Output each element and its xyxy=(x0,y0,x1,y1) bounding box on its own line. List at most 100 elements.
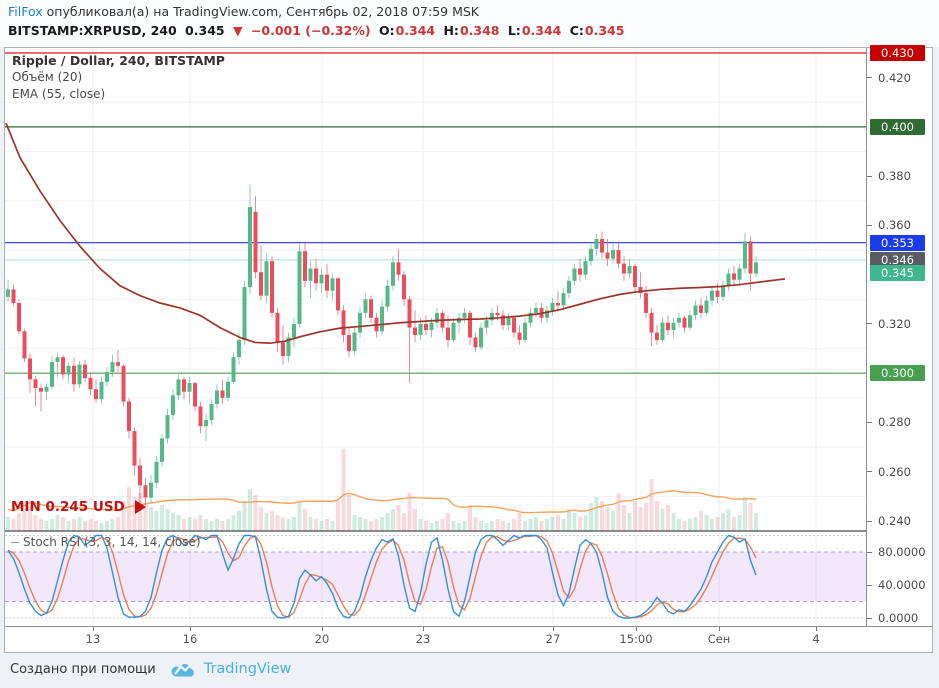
volume-bar xyxy=(649,479,654,531)
volume-bar xyxy=(358,517,362,531)
candle-body xyxy=(611,250,615,259)
candle-body xyxy=(204,420,208,427)
volume-bar xyxy=(611,511,615,531)
price-chart-canvas[interactable] xyxy=(5,48,866,626)
candle-body xyxy=(226,381,230,398)
time-tick-label: 23 xyxy=(415,632,431,646)
volume-bar xyxy=(682,521,687,531)
candle-body xyxy=(600,238,604,253)
volume-bar xyxy=(242,501,247,531)
volume-bar xyxy=(281,517,285,531)
time-tick-mark xyxy=(93,627,94,631)
candle-body xyxy=(677,317,681,323)
volume-bar xyxy=(110,519,115,531)
volume-bar xyxy=(149,507,153,531)
volume-bar xyxy=(308,517,313,531)
volume-bar xyxy=(286,519,291,531)
volume-bar xyxy=(165,509,170,531)
volume-bar xyxy=(737,515,742,531)
volume-bar xyxy=(451,521,456,531)
volume-bar xyxy=(638,507,643,531)
volume-bar xyxy=(754,513,758,531)
candle-body xyxy=(638,287,643,294)
candle-body xyxy=(402,274,406,300)
volume-bar xyxy=(424,521,428,531)
candle-body xyxy=(528,312,533,323)
candle-body xyxy=(462,312,467,318)
candle-body xyxy=(693,305,698,316)
legend-ema[interactable]: EMA (55, close) xyxy=(12,87,106,101)
stoch-rsi-label[interactable]: Stoch RSI (3, 3, 14, 14, close) xyxy=(11,535,201,549)
price-tick-mark xyxy=(867,323,872,325)
volume-bar xyxy=(534,517,538,531)
candle-body xyxy=(622,263,626,274)
volume-bar xyxy=(506,523,511,531)
price-change: −0.001 (−0.32%) xyxy=(250,23,371,38)
volume-bar xyxy=(523,521,527,531)
volume-bar xyxy=(545,519,549,531)
legend-volume[interactable]: Объём (20) xyxy=(12,70,83,84)
candle-body xyxy=(726,273,731,286)
last-price: 0.345 xyxy=(185,23,225,38)
price-axis[interactable]: 0.420 0.380 0.360 0.320 0.280 0.260 0.240 0.430… xyxy=(866,45,932,626)
candle-body xyxy=(644,293,648,313)
volume-bar xyxy=(237,511,241,531)
volume-bar xyxy=(556,515,560,531)
volume-bar xyxy=(528,519,533,531)
collapse-icon xyxy=(11,541,19,543)
volume-bar xyxy=(385,513,390,531)
candle-body xyxy=(627,266,632,274)
min-annotation: MIN 0.245 USD xyxy=(11,498,146,516)
tradingview-link[interactable]: TradingView xyxy=(203,661,292,677)
volume-bar xyxy=(468,505,472,531)
price-tick-mark xyxy=(867,77,872,79)
published-text: опубликовал(а) на TradingView.com, Сентя… xyxy=(46,4,480,19)
candle-body xyxy=(435,312,439,323)
candle-body xyxy=(33,379,38,388)
volume-bar xyxy=(33,515,38,531)
tradingview-logo-icon[interactable] xyxy=(170,661,197,678)
right-arrow-icon xyxy=(134,500,146,514)
volume-bar xyxy=(616,493,621,531)
candle-body xyxy=(578,268,582,275)
volume-bar xyxy=(193,519,197,531)
volume-bar xyxy=(446,513,450,531)
close-value: 0.345 xyxy=(584,23,625,38)
volume-bar xyxy=(627,513,632,531)
volume-bar xyxy=(732,517,736,531)
candle-body xyxy=(83,364,87,379)
time-tick-mark xyxy=(816,627,817,631)
volume-bar xyxy=(407,493,412,531)
volume-bar xyxy=(374,519,379,531)
candle-body xyxy=(666,322,670,331)
candle-body xyxy=(688,315,692,328)
candle-body xyxy=(275,312,280,343)
candle-body xyxy=(737,268,742,280)
candle-body xyxy=(314,268,318,284)
volume-bar xyxy=(677,519,681,531)
price-tick-mark xyxy=(867,421,872,423)
down-arrow-icon: ▼ xyxy=(232,23,243,38)
candle-body xyxy=(154,461,159,483)
time-tick-label: 4 xyxy=(812,632,820,646)
time-tick-label: 15:00 xyxy=(619,632,653,646)
volume-bar xyxy=(28,505,32,531)
volume-bar xyxy=(622,505,626,531)
volume-bar xyxy=(743,497,747,531)
volume-bar xyxy=(270,511,274,531)
candle-body xyxy=(72,365,76,385)
candle-body xyxy=(248,206,252,287)
candle-body xyxy=(297,251,302,324)
volume-bar xyxy=(429,523,434,531)
volume-bar xyxy=(77,517,82,531)
candle-body xyxy=(99,381,104,400)
volume-bar xyxy=(275,515,280,531)
author-link[interactable]: FilFox xyxy=(8,4,43,19)
candle-body xyxy=(182,379,186,392)
volume-bar xyxy=(600,501,604,531)
time-axis[interactable]: 13 16 20 23 27 15:00 Сен 4 xyxy=(5,626,932,651)
candle-body xyxy=(55,357,60,363)
stoch-tick-mark xyxy=(867,584,872,586)
price-badge-0.346: 0.346 xyxy=(870,251,925,268)
